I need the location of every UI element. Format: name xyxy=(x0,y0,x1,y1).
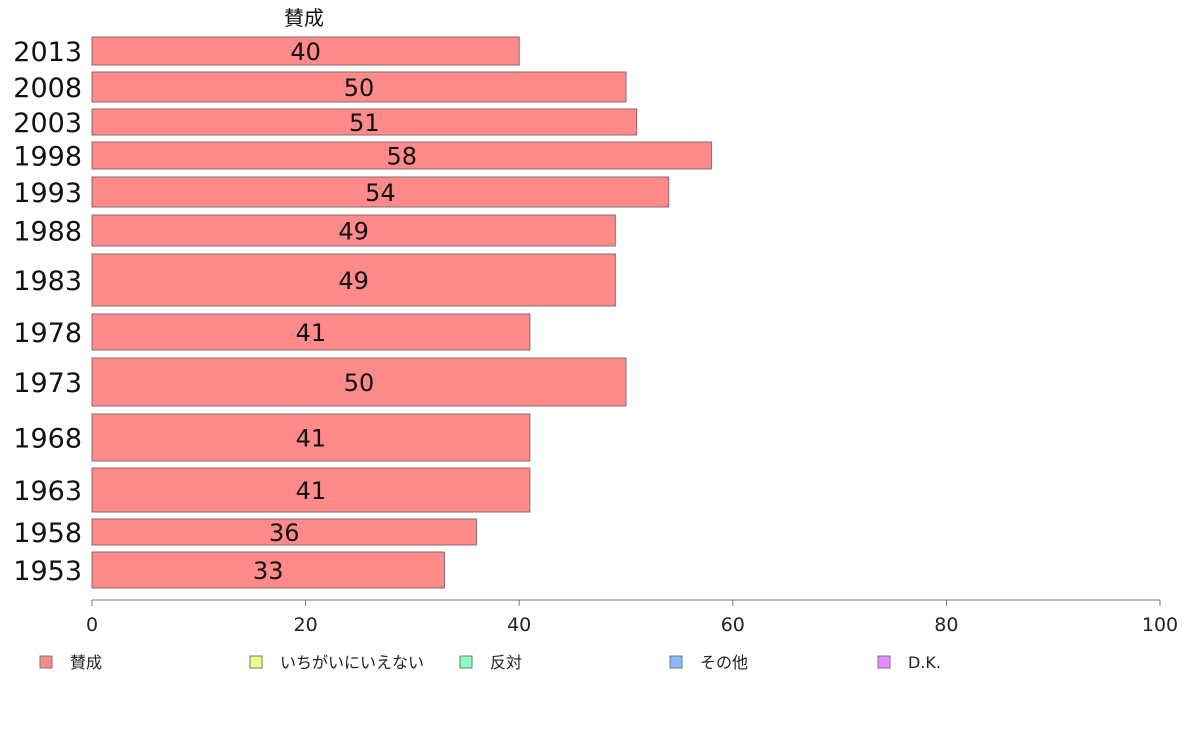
legend-label-1: いちがいにいえない xyxy=(280,653,424,672)
value-label-1988: 49 xyxy=(338,218,369,246)
bar-2013 xyxy=(91,36,520,66)
value-label-1963: 41 xyxy=(296,477,327,505)
x-tick-label-20: 20 xyxy=(294,614,318,636)
bar-1983 xyxy=(91,253,616,307)
x-tick-label-60: 60 xyxy=(721,614,745,636)
value-label-1973: 50 xyxy=(344,369,375,397)
legend-swatch-4 xyxy=(877,655,891,669)
row-label-1983: 1983 xyxy=(13,266,82,297)
bar-1958 xyxy=(91,518,477,546)
value-label-1998: 58 xyxy=(386,143,417,171)
bars-group: 2013 40 2008 50 2003 51 1998 58 1993 54 1988 49 1983… xyxy=(13,36,712,589)
bar-2003 xyxy=(91,108,638,136)
x-tick-label-40: 40 xyxy=(507,614,531,636)
row-label-1963: 1963 xyxy=(13,476,82,507)
bar-1988 xyxy=(91,214,616,247)
legend-label-4: D.K. xyxy=(908,653,941,672)
x-tick-label-100: 100 xyxy=(1142,614,1178,636)
value-label-1983: 49 xyxy=(338,267,369,295)
row-label-2003: 2003 xyxy=(13,108,82,139)
bar-2008 xyxy=(91,71,627,103)
row-label-2013: 2013 xyxy=(13,37,82,68)
bar-1993 xyxy=(91,176,670,208)
legend-swatch-1 xyxy=(249,655,263,669)
row-label-1953: 1953 xyxy=(13,556,82,587)
series-title: 賛成 xyxy=(284,6,324,30)
row-label-1998: 1998 xyxy=(13,142,82,173)
legend-swatch-2 xyxy=(459,655,473,669)
row-label-1993: 1993 xyxy=(13,178,82,209)
legend-swatch-0 xyxy=(39,655,53,669)
value-label-2008: 50 xyxy=(344,74,375,102)
legend: 賛成 いちがいにいえない 反対 その他 D.K. xyxy=(39,653,941,672)
legend-label-0: 賛成 xyxy=(70,653,102,672)
legend-swatch-3 xyxy=(669,655,683,669)
value-label-1968: 41 xyxy=(296,425,327,453)
bar-1973 xyxy=(91,357,627,407)
legend-label-3: その他 xyxy=(700,653,748,672)
value-label-2003: 51 xyxy=(349,109,380,137)
value-label-1993: 54 xyxy=(365,179,396,207)
x-axis: 0 20 40 60 80 100 xyxy=(86,599,1178,636)
row-label-2008: 2008 xyxy=(13,73,82,104)
x-tick-label-80: 80 xyxy=(934,614,958,636)
row-label-1973: 1973 xyxy=(13,368,82,399)
bar-1998 xyxy=(91,141,712,170)
value-label-1953: 33 xyxy=(253,557,284,585)
value-label-2013: 40 xyxy=(290,38,321,66)
bar-1978 xyxy=(91,313,531,351)
row-label-1968: 1968 xyxy=(13,424,82,455)
bar-1963 xyxy=(91,467,531,513)
x-tick-label-0: 0 xyxy=(86,614,98,636)
value-label-1958: 36 xyxy=(269,519,300,547)
legend-label-2: 反対 xyxy=(490,653,522,672)
value-label-1978: 41 xyxy=(296,319,327,347)
row-label-1978: 1978 xyxy=(13,318,82,349)
row-label-1988: 1988 xyxy=(13,217,82,248)
row-label-1958: 1958 xyxy=(13,518,82,549)
bar-1953 xyxy=(91,551,445,589)
bar-1968 xyxy=(91,413,531,462)
